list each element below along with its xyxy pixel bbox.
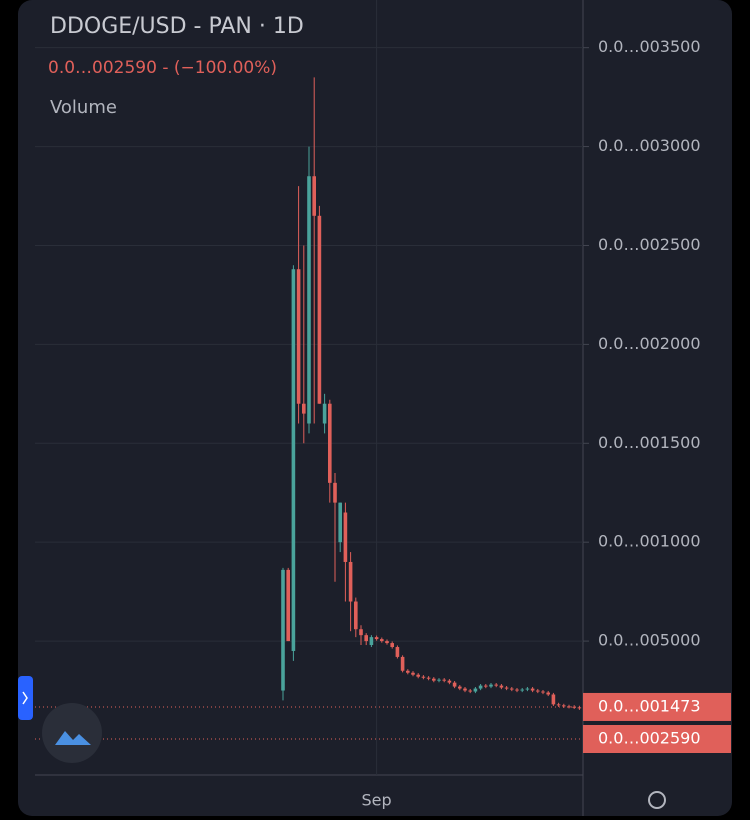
candle-body bbox=[385, 641, 389, 644]
candle-body bbox=[395, 647, 400, 657]
y-tick-label: 0.0…003000 bbox=[598, 136, 701, 155]
candle-body bbox=[577, 707, 582, 709]
candle-body bbox=[447, 680, 452, 683]
candle-body bbox=[504, 687, 509, 689]
candle-body bbox=[536, 690, 540, 692]
candle-body bbox=[494, 684, 498, 686]
side-toggle[interactable] bbox=[18, 676, 33, 720]
volume-label: Volume bbox=[50, 97, 117, 118]
candle-body bbox=[338, 502, 342, 543]
candle-body bbox=[317, 215, 322, 404]
gear-icon bbox=[648, 791, 666, 809]
logo-button[interactable] bbox=[42, 703, 102, 763]
candle-body bbox=[546, 692, 550, 695]
candle-body bbox=[296, 269, 301, 404]
y-tick-label: 0.0…005000 bbox=[598, 631, 701, 650]
candle-body bbox=[473, 688, 478, 692]
price-label-box bbox=[583, 692, 731, 721]
candle-body bbox=[369, 637, 374, 646]
candle-body bbox=[421, 676, 426, 678]
candle-body bbox=[499, 685, 504, 688]
settings-button[interactable] bbox=[648, 791, 666, 809]
candle-body bbox=[286, 569, 290, 642]
candle-body bbox=[312, 176, 316, 216]
candle-body bbox=[452, 682, 457, 687]
candle-body bbox=[489, 684, 493, 687]
y-tick-label: 0.0…002500 bbox=[598, 235, 701, 254]
logo-icon bbox=[55, 731, 91, 745]
candle-body bbox=[525, 688, 530, 690]
candle-body bbox=[380, 639, 384, 642]
candle-body bbox=[437, 679, 441, 681]
candle-body bbox=[458, 686, 462, 689]
candle-body bbox=[390, 643, 394, 648]
candle-body bbox=[374, 637, 379, 640]
candle-body bbox=[348, 561, 353, 602]
candle-body bbox=[520, 689, 524, 691]
candle-body bbox=[322, 403, 327, 424]
y-tick-label: 0.0…001000 bbox=[598, 532, 701, 551]
candle-body bbox=[515, 689, 519, 691]
candle-body bbox=[567, 706, 571, 708]
price-label-box bbox=[583, 724, 731, 753]
candle-body bbox=[468, 690, 472, 692]
candle-body bbox=[359, 629, 363, 636]
y-tick-label: 0.0…003500 bbox=[598, 37, 701, 56]
candle-body bbox=[281, 569, 285, 691]
candle-body bbox=[307, 176, 311, 424]
candle-body bbox=[541, 691, 545, 693]
x-tick-label: Sep bbox=[362, 791, 392, 810]
chart-subtitle: 0.0…002590 - (−100.00%) bbox=[48, 58, 277, 78]
candle-body bbox=[364, 635, 368, 642]
candle-body bbox=[556, 704, 561, 706]
candle-body bbox=[400, 656, 405, 671]
candle-body bbox=[572, 706, 576, 708]
y-tick-label: 0.0…001500 bbox=[598, 433, 701, 452]
candle-body bbox=[302, 403, 306, 414]
y-tick-label: 0.0…002000 bbox=[598, 334, 701, 353]
candle-body bbox=[411, 672, 415, 675]
price-label: 0.0…002590 bbox=[598, 728, 701, 747]
candle-body bbox=[328, 403, 332, 483]
price-label: 0.0…001473 bbox=[598, 696, 701, 715]
plot bbox=[35, 0, 583, 775]
candle-body bbox=[426, 677, 431, 679]
candle-body bbox=[463, 688, 467, 691]
side-toggle-icon bbox=[22, 691, 28, 705]
candle-body bbox=[442, 679, 446, 681]
candle-body bbox=[333, 482, 337, 503]
candle-body bbox=[406, 670, 410, 673]
candle-body bbox=[354, 601, 358, 630]
candle-body bbox=[562, 705, 566, 707]
panel bbox=[18, 0, 732, 816]
candle-body bbox=[484, 685, 488, 687]
candle-body bbox=[551, 694, 556, 705]
candle-body bbox=[343, 512, 348, 562]
candle-body bbox=[432, 678, 436, 681]
candle-body bbox=[530, 688, 535, 691]
chart-title: DDOGE/USD - PAN · 1D bbox=[50, 14, 304, 39]
candle-body bbox=[291, 269, 296, 651]
candle-body bbox=[510, 688, 514, 690]
candle-body bbox=[478, 685, 483, 689]
candle-body bbox=[416, 674, 420, 677]
